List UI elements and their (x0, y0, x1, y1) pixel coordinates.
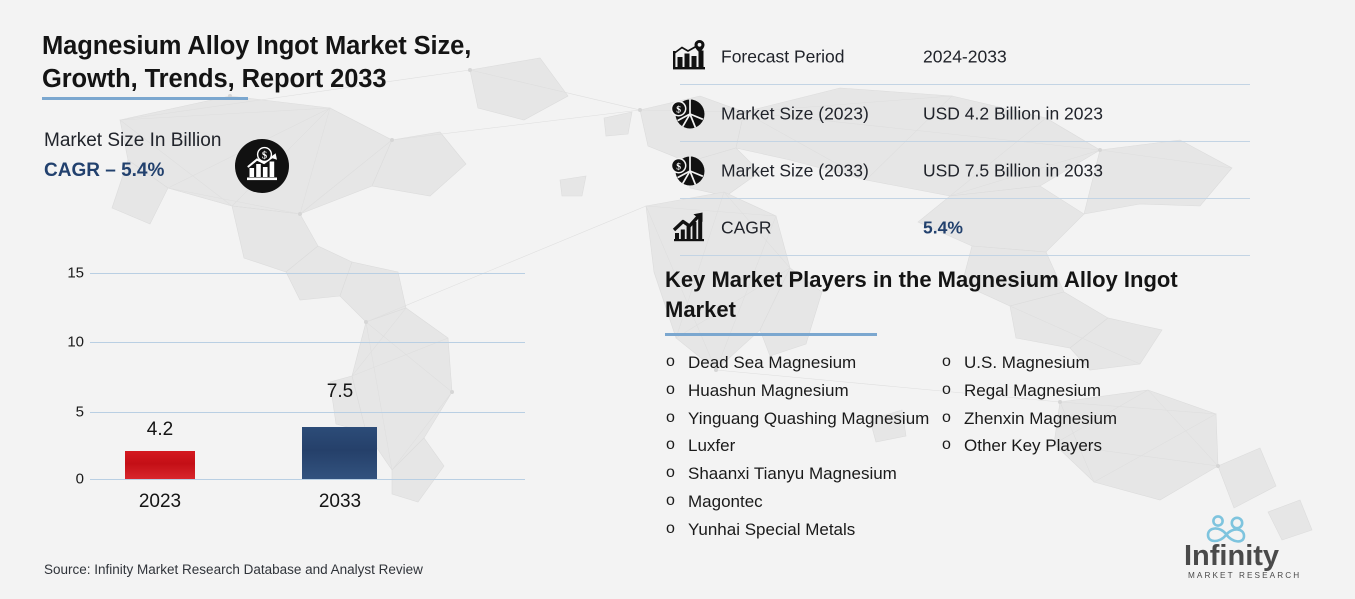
list-item: o Regal Magnesium (942, 378, 1202, 404)
ytick-label-10: 10 (67, 333, 84, 351)
player-name: Yunhai Special Metals (688, 519, 856, 539)
key-players-heading: Key Market Players in the Magnesium Allo… (665, 265, 1290, 324)
pie-chart-dollar-icon: $ (670, 99, 705, 128)
list-item: o Dead Sea Magnesium (666, 350, 941, 376)
list-bullet: o (666, 380, 675, 398)
stat-divider (680, 141, 1250, 142)
key-players-heading-line2: Market (665, 296, 736, 322)
bar-2033 (302, 427, 377, 479)
gridline-0: 0 (76, 471, 525, 488)
player-name: Other Key Players (964, 436, 1102, 456)
pie-chart-dollar-icon: $ (670, 156, 705, 185)
cagr-summary: CAGR – 5.4% (44, 160, 165, 181)
gridline-10: 10 (67, 334, 525, 351)
stat-label: Forecast Period (721, 46, 845, 66)
bar-chart-pin-icon (673, 39, 705, 69)
player-name: Dead Sea Magnesium (688, 353, 857, 372)
player-name: Magontec (688, 492, 763, 512)
key-statistics-table: Forecast Period 2024-2033 $ Market Size … (665, 28, 1255, 256)
list-bullet: o (666, 464, 675, 482)
list-item: o Yinguang Quashing Magnesium (666, 406, 941, 432)
logo-tagline: MARKET RESEARCH (1188, 571, 1301, 580)
stat-row-market-size-2033: $ Market Size (2033) USD 7.5 Billion in … (665, 142, 1255, 199)
list-bullet: o (942, 436, 951, 454)
stat-label: Market Size (2023) (721, 103, 869, 123)
stat-row-forecast-period: Forecast Period 2024-2033 (665, 28, 1255, 85)
ytick-label-0: 0 (75, 470, 84, 488)
stat-value: USD 7.5 Billion in 2033 (923, 160, 1103, 180)
growth-dollar-badge-icon: $ (235, 139, 289, 193)
stat-value: USD 4.2 Billion in 2023 (923, 103, 1103, 123)
player-name: Luxfer (688, 436, 736, 456)
page-title: Magnesium Alloy Ingot Market Size, Growt… (42, 32, 472, 93)
ytick-label-15: 15 (67, 264, 84, 282)
stat-value: 5.4% (923, 217, 963, 237)
list-item: o Zhenxin Magnesium (942, 406, 1202, 432)
stat-divider (680, 255, 1250, 256)
xtick-label-2023: 2023 (138, 491, 182, 512)
list-item: o Luxfer (666, 433, 941, 459)
player-name: Huashun Magnesium (688, 380, 849, 400)
title-underline (42, 97, 248, 100)
ytick-label-5: 5 (75, 403, 84, 421)
xtick-label-2033: 2033 (318, 491, 362, 512)
list-bullet: o (942, 408, 951, 426)
source-note: Source: Infinity Market Research Databas… (44, 562, 423, 577)
list-bullet: o (666, 519, 675, 537)
gridline-5: 5 (76, 404, 525, 421)
stat-label: Market Size (2033) (721, 160, 869, 180)
chart-subtitle: Market Size In Billion (44, 130, 222, 151)
bar-2023 (125, 451, 195, 479)
list-item: o Other Key Players (942, 433, 1202, 459)
player-name: Regal Magnesium (964, 380, 1102, 400)
list-item: o Magontec (666, 489, 941, 515)
infinity-market-research-logo: Infinity MARKET RESEARCH (1184, 515, 1301, 580)
stat-label: CAGR (721, 217, 772, 237)
svg-text:$: $ (262, 150, 267, 161)
stat-row-market-size-2023: $ Market Size (2023) USD 4.2 Billion in … (665, 85, 1255, 142)
key-players-underline (665, 333, 877, 336)
list-item: o Shaanxi Tianyu Magnesium (666, 461, 941, 487)
key-players-heading-line1: Key Market Players in the Magnesium Allo… (665, 267, 1178, 292)
key-players-column-left: o Dead Sea Magnesium o Huashun Magnesium… (666, 350, 941, 545)
infinity-people-mark (1206, 515, 1246, 543)
svg-text:$: $ (676, 104, 681, 115)
list-item: o U.S. Magnesium (942, 350, 1202, 376)
market-size-bar-chart: 15 10 5 0 4.2 7.5 2023 2033 (40, 255, 525, 512)
key-players-column-right: o U.S. Magnesium o Regal Magnesium o Zhe… (942, 350, 1202, 461)
growth-arrow-bars-icon (672, 212, 704, 241)
list-item: o Yunhai Special Metals (666, 517, 941, 543)
bar-label-2023: 4.2 (146, 419, 174, 440)
player-name: U.S. Magnesium (964, 353, 1090, 372)
list-item: o Huashun Magnesium (666, 378, 941, 404)
gridline-15: 15 (67, 265, 525, 282)
player-name: Zhenxin Magnesium (964, 408, 1118, 428)
player-name: Yinguang Quashing Magnesium (688, 408, 930, 428)
stat-divider (680, 84, 1250, 85)
list-bullet: o (942, 380, 951, 398)
list-bullet: o (942, 353, 951, 370)
logo-name: Infinity (1184, 540, 1279, 572)
player-name: Shaanxi Tianyu Magnesium (688, 464, 897, 484)
list-bullet: o (666, 436, 675, 454)
bar-label-2033: 7.5 (326, 381, 354, 402)
svg-text:$: $ (676, 161, 681, 172)
stat-value: 2024-2033 (923, 46, 1007, 66)
list-bullet: o (666, 408, 675, 426)
list-bullet: o (666, 492, 675, 510)
stat-divider (680, 198, 1250, 199)
stat-row-cagr: CAGR 5.4% (665, 199, 1255, 256)
list-bullet: o (666, 353, 675, 370)
